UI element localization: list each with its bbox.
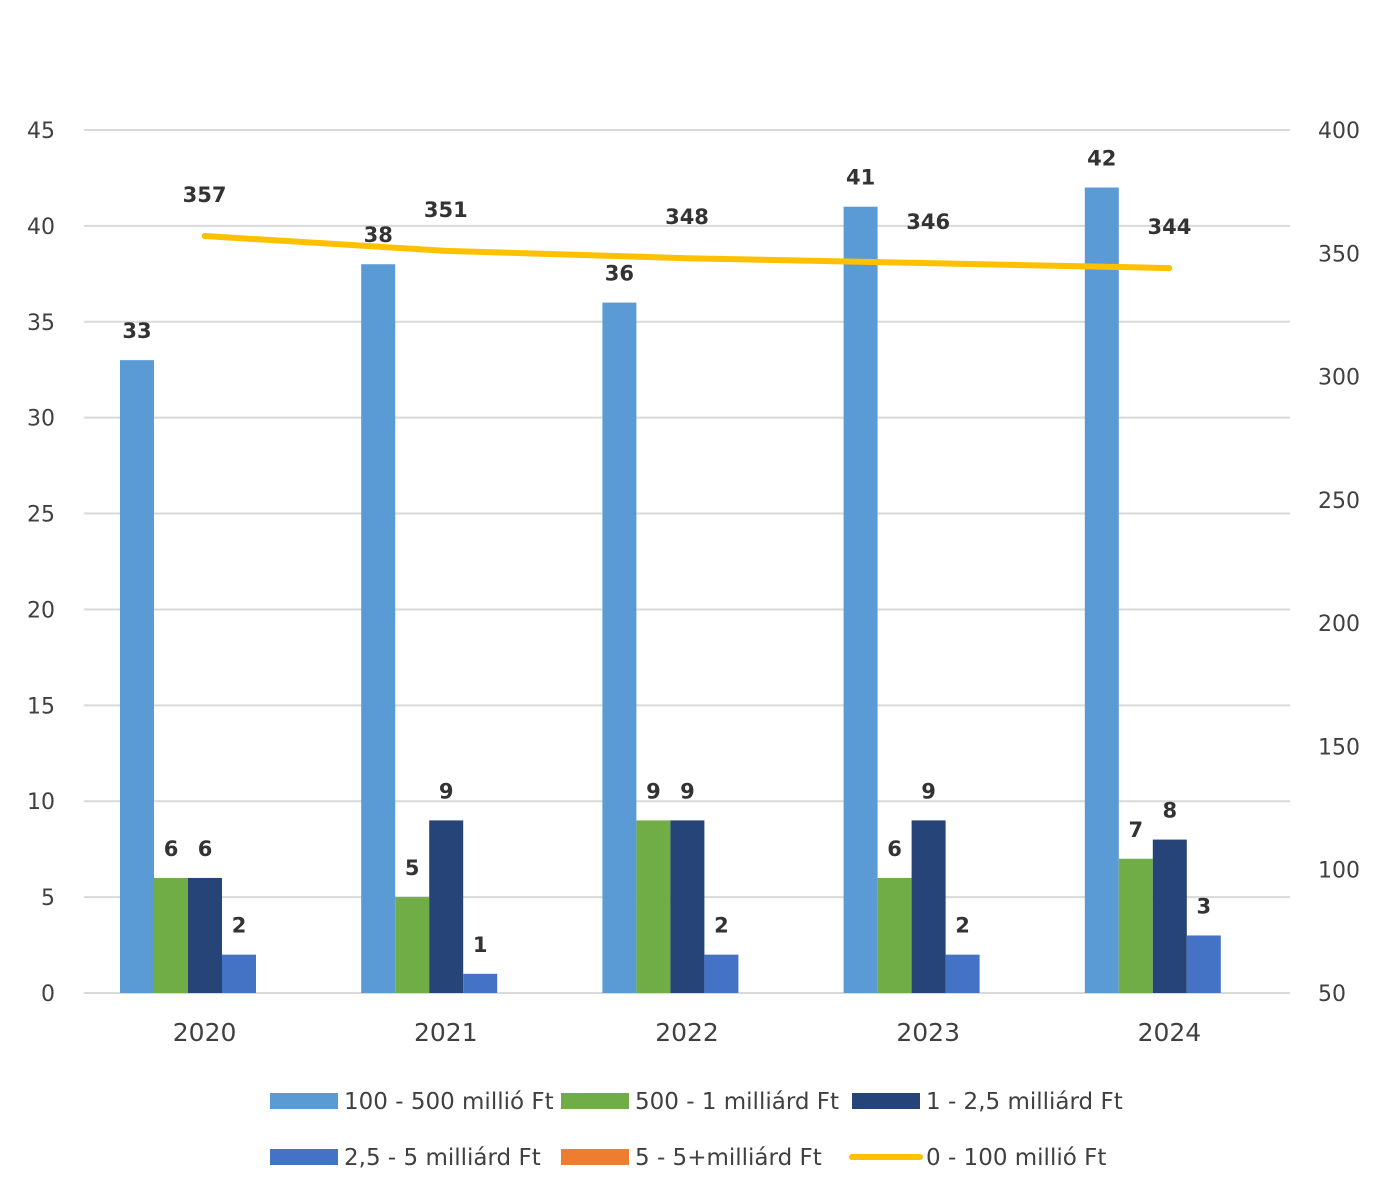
x-tick-label: 2022 (655, 1018, 719, 1047)
left-tick-label: 15 (27, 694, 55, 719)
right-tick-label: 250 (1318, 489, 1360, 514)
line-data-label: 351 (424, 198, 468, 222)
line-data-label: 344 (1147, 215, 1191, 239)
bar (222, 954, 256, 993)
left-tick-label: 40 (27, 215, 55, 240)
bar-series-group (120, 187, 1221, 994)
bar-data-label: 5 (405, 856, 420, 880)
bar-data-label: 9 (680, 779, 695, 803)
bar (120, 360, 154, 994)
bar (843, 206, 878, 993)
bar (911, 820, 946, 993)
bar-data-label: 6 (164, 837, 179, 861)
left-tick-label: 10 (27, 790, 55, 815)
right-tick-label: 200 (1318, 612, 1360, 637)
x-tick-label: 2020 (173, 1018, 237, 1047)
right-tick-label: 150 (1318, 735, 1360, 760)
bar-data-label: 42 (1087, 147, 1116, 171)
bar (188, 877, 222, 993)
left-tick-label: 5 (41, 886, 55, 911)
bar (361, 264, 396, 993)
bar-data-label: 38 (364, 223, 393, 247)
legend-label: 5 - 5+milliárd Ft (635, 1145, 822, 1171)
left-tick-label: 45 (27, 119, 55, 144)
left-tick-label: 35 (27, 311, 55, 336)
bar-data-label: 3 (1196, 894, 1211, 918)
legend-label: 1 - 2,5 milliárd Ft (926, 1089, 1123, 1115)
line-data-label: 357 (183, 183, 227, 207)
right-tick-label: 50 (1318, 982, 1346, 1007)
right-tick-label: 350 (1318, 242, 1360, 267)
legend: 100 - 500 millió Ft 500 - 1 milliárd Ft 1 … (270, 1089, 1123, 1171)
bar (945, 954, 980, 993)
bar-data-label: 7 (1128, 818, 1143, 842)
line-data-label: 348 (665, 205, 709, 229)
right-y-axis: 50 100 150 200 250 300 350 400 (1318, 119, 1360, 1007)
bar-data-label: 9 (921, 779, 936, 803)
bar (1118, 858, 1153, 993)
x-tick-label: 2024 (1138, 1018, 1202, 1047)
bar-data-label: 6 (198, 837, 213, 861)
legend-label: 500 - 1 milliárd Ft (635, 1089, 839, 1115)
bar-data-label: 9 (439, 779, 454, 803)
legend-swatch (561, 1093, 629, 1109)
bar-data-label: 9 (646, 779, 661, 803)
bar-data-label: 1 (473, 933, 488, 957)
legend-label: 100 - 500 millió Ft (344, 1089, 554, 1115)
x-tick-label: 2021 (414, 1018, 478, 1047)
bar (429, 820, 464, 993)
x-tick-label: 2023 (896, 1018, 960, 1047)
line-series-group (201, 233, 1173, 272)
bar (602, 302, 637, 994)
legend-swatch (561, 1149, 629, 1165)
x-axis: 2020 2021 2022 2023 2024 (173, 1018, 1201, 1047)
bar-data-label: 2 (232, 914, 247, 938)
line-data-label: 346 (906, 210, 950, 234)
bar (704, 954, 739, 993)
bar (636, 820, 671, 993)
legend-swatch (270, 1149, 338, 1165)
right-tick-label: 100 (1318, 859, 1360, 884)
bar (154, 877, 188, 993)
line-series (201, 233, 1173, 272)
bar-data-label: 8 (1162, 799, 1177, 823)
bar (1186, 935, 1221, 993)
bar (1152, 839, 1187, 993)
bar-data-label: 2 (955, 914, 970, 938)
legend-swatch (270, 1093, 338, 1109)
legend-label: 0 - 100 millió Ft (926, 1145, 1106, 1171)
bar-data-label: 41 (846, 166, 875, 190)
left-tick-label: 20 (27, 598, 55, 623)
bar (670, 820, 705, 993)
left-y-axis: 0 5 10 15 20 25 30 35 40 45 (27, 119, 55, 1007)
legend-label: 2,5 - 5 milliárd Ft (344, 1145, 541, 1171)
right-tick-label: 300 (1318, 366, 1360, 391)
bar-data-label: 36 (605, 262, 634, 286)
bar-data-label: 33 (122, 319, 151, 343)
left-tick-label: 25 (27, 503, 55, 528)
bar (463, 973, 498, 993)
legend-swatch (852, 1093, 920, 1109)
gridlines (84, 129, 1290, 994)
bar (395, 897, 430, 993)
bar (1084, 187, 1119, 994)
left-tick-label: 30 (27, 407, 55, 432)
bar-data-label: 6 (887, 837, 902, 861)
bar (877, 877, 912, 993)
bar-data-label: 2 (714, 914, 729, 938)
left-tick-label: 0 (41, 982, 55, 1007)
right-tick-label: 400 (1318, 119, 1360, 144)
